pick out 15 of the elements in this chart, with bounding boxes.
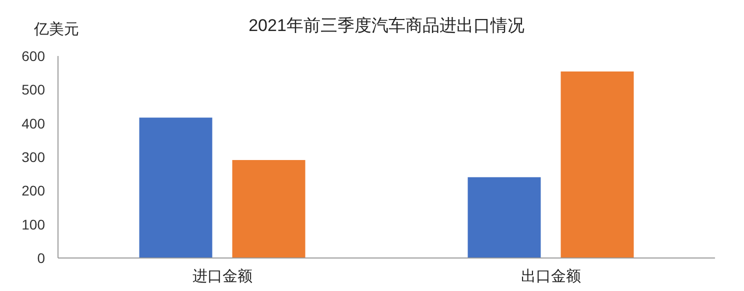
x-tick-label: 进口金额: [192, 268, 252, 285]
bar: [468, 177, 541, 258]
y-tick-label: 500: [22, 82, 46, 98]
y-tick-label: 0: [37, 250, 46, 266]
y-tick-label: 600: [22, 48, 46, 64]
bar: [560, 71, 634, 258]
y-tick-label: 200: [22, 182, 46, 199]
y-tick-label: 300: [22, 149, 46, 165]
chart-title: 2021年前三季度汽车商品进出口情况: [248, 16, 524, 35]
y-tick-label: 100: [22, 216, 46, 232]
bar: [139, 118, 212, 258]
y-tick-label: 400: [22, 115, 46, 132]
bar: [232, 160, 306, 258]
x-tick-label: 出口金额: [520, 268, 581, 285]
y-axis-title: 亿美元: [33, 21, 79, 38]
